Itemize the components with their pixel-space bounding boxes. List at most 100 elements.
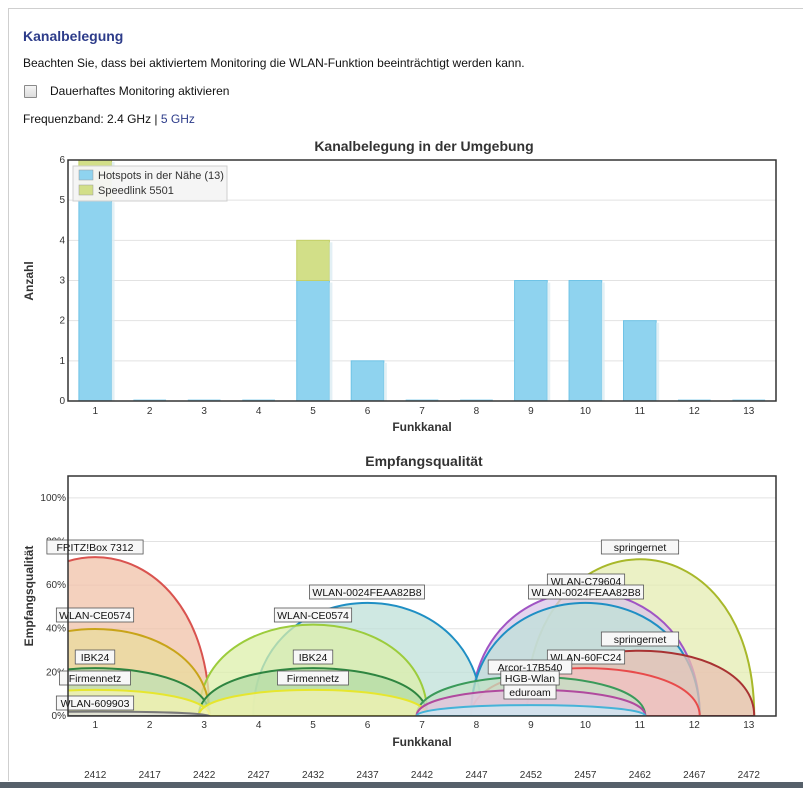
network-label: WLAN-609903 <box>55 695 135 711</box>
frequency-5ghz-link[interactable]: 5 GHz <box>160 112 195 126</box>
bar-x-tick-label: 3 <box>201 406 207 417</box>
area-x-tick-label: 11 <box>635 720 646 731</box>
area-x-tick-label: 7 <box>419 720 425 731</box>
network-label-text: eduroam <box>509 687 551 699</box>
network-label-box <box>277 670 349 686</box>
area-x-tick-label: 3 <box>201 720 207 731</box>
frequency-tick-label: 2457 <box>574 770 597 781</box>
frequency-separator: | <box>154 112 158 126</box>
network-label-box <box>503 684 557 700</box>
network-label-text: WLAN-CE0574 <box>277 610 349 622</box>
bar-shadow <box>656 322 660 401</box>
bar-chart-title: Kanalbelegung in der Umgebung <box>314 138 533 154</box>
monitoring-note: Beachten Sie, dass bei aktiviertem Monit… <box>23 56 525 70</box>
network-label-box <box>309 584 425 600</box>
bar-x-tick-label: 7 <box>419 406 425 417</box>
frequency-tick-label: 2467 <box>683 770 706 781</box>
bar-y-tick-label: 3 <box>59 276 65 287</box>
area-chart-title: Empfangsqualität <box>365 453 483 469</box>
network-label: HGB-Wlan <box>500 670 560 686</box>
bar-shadow <box>601 282 605 401</box>
frequency-tick-label: 2422 <box>193 770 216 781</box>
bar-shadow <box>111 202 115 401</box>
bar-shadow <box>329 282 333 401</box>
network-label: IBK24 <box>292 649 334 665</box>
network-label-text: IBK24 <box>299 652 328 664</box>
network-label-text: springernet <box>614 542 667 554</box>
frequency-tick-label: 2472 <box>738 770 761 781</box>
bar-x-tick-label: 8 <box>474 406 480 417</box>
frequency-tick-label: 2447 <box>465 770 488 781</box>
network-label-box <box>600 539 680 555</box>
network-label-box <box>55 607 135 623</box>
legend-entry: Speedlink 5501 <box>98 185 174 197</box>
network-label-text: WLAN-609903 <box>61 698 130 710</box>
bar-x-tick-label: 1 <box>92 406 98 417</box>
area-x-tick-label: 4 <box>256 720 262 731</box>
network-label-box <box>55 695 135 711</box>
area-x-tick-label: 5 <box>310 720 316 731</box>
bar-x-axis-label: Funkkanal <box>392 420 451 434</box>
bar-hotspots-6 <box>350 360 385 402</box>
frequency-tick-label: 2462 <box>629 770 652 781</box>
network-label: IBK24 <box>74 649 116 665</box>
network-label-text: IBK24 <box>81 652 110 664</box>
frequency-tick-label: 2427 <box>247 770 270 781</box>
area-x-axis-label: Funkkanal <box>392 735 451 749</box>
area-x-tick-label: 10 <box>580 720 592 731</box>
frequency-tick-label: 2417 <box>139 770 162 781</box>
frequency-band-current: Frequenzband: 2.4 GHz <box>23 112 152 126</box>
bar-x-tick-label: 9 <box>528 406 534 417</box>
frequency-tick-label: 2452 <box>520 770 543 781</box>
bar-legend: Hotspots in der Nähe (13) Speedlink 5501 <box>72 165 228 202</box>
section-title: Kanalbelegung <box>23 28 124 44</box>
network-label-text: WLAN-CE0574 <box>59 610 131 622</box>
network-label-box <box>46 539 144 555</box>
bar-hotspots-9 <box>514 280 548 402</box>
bar-hotspots-5 <box>296 280 330 402</box>
bar-y-axis-label: Anzahl <box>22 261 36 300</box>
legend-entry: Hotspots in der Nähe (13) <box>98 170 224 182</box>
area-chart: 0%20%40%60%80%100%FRITZ!Box 7312WLAN-CE0… <box>22 475 777 781</box>
bar-plot-border <box>67 159 777 402</box>
area-plot-border <box>67 475 777 717</box>
bar-y-tick-label: 4 <box>59 235 65 246</box>
network-label-text: WLAN-0024FEAA82B8 <box>531 587 640 599</box>
bar-x-tick-label: 2 <box>147 406 153 417</box>
bar-x-tick-label: 6 <box>365 406 371 417</box>
bar-hotspots-1 <box>78 199 113 402</box>
bar-y-tick-label: 6 <box>59 155 65 166</box>
area-x-tick-label: 12 <box>689 720 701 731</box>
bar-y-tick-label: 0 <box>59 396 65 407</box>
network-label: Firmennetz <box>59 670 131 686</box>
bar-speedlink-5 <box>296 239 330 281</box>
network-curve-eduroam <box>415 704 647 716</box>
bar-shadow <box>329 242 333 281</box>
network-label: WLAN-CE0574 <box>55 607 135 623</box>
legend-swatch <box>78 184 94 196</box>
network-label-box <box>292 649 334 665</box>
bar-x-tick-label: 11 <box>635 406 646 417</box>
network-label-box <box>600 631 680 647</box>
network-label-box <box>528 584 644 600</box>
network-label: springernet <box>600 631 680 647</box>
network-label: springernet <box>600 539 680 555</box>
monitoring-checkbox[interactable] <box>24 85 37 98</box>
monitoring-checkbox-label[interactable]: Dauerhaftes Monitoring aktivieren <box>50 84 230 98</box>
network-label-box <box>273 607 353 623</box>
bar-x-tick-label: 5 <box>310 406 316 417</box>
network-label: Firmennetz <box>277 670 349 686</box>
frequency-tick-label: 2437 <box>356 770 379 781</box>
network-label: WLAN-CE0574 <box>273 607 353 623</box>
network-label-text: FRITZ!Box 7312 <box>56 542 133 554</box>
network-curve-wlan-609903 <box>68 710 211 716</box>
network-label-text: Firmennetz <box>69 673 122 685</box>
bar-shadow <box>383 362 387 401</box>
area-y-tick-label: 0% <box>52 711 67 722</box>
bar-x-tick-label: 10 <box>580 406 592 417</box>
bar-y-tick-label: 5 <box>59 195 65 206</box>
area-y-tick-label: 100% <box>40 493 66 504</box>
network-label-box <box>59 670 131 686</box>
